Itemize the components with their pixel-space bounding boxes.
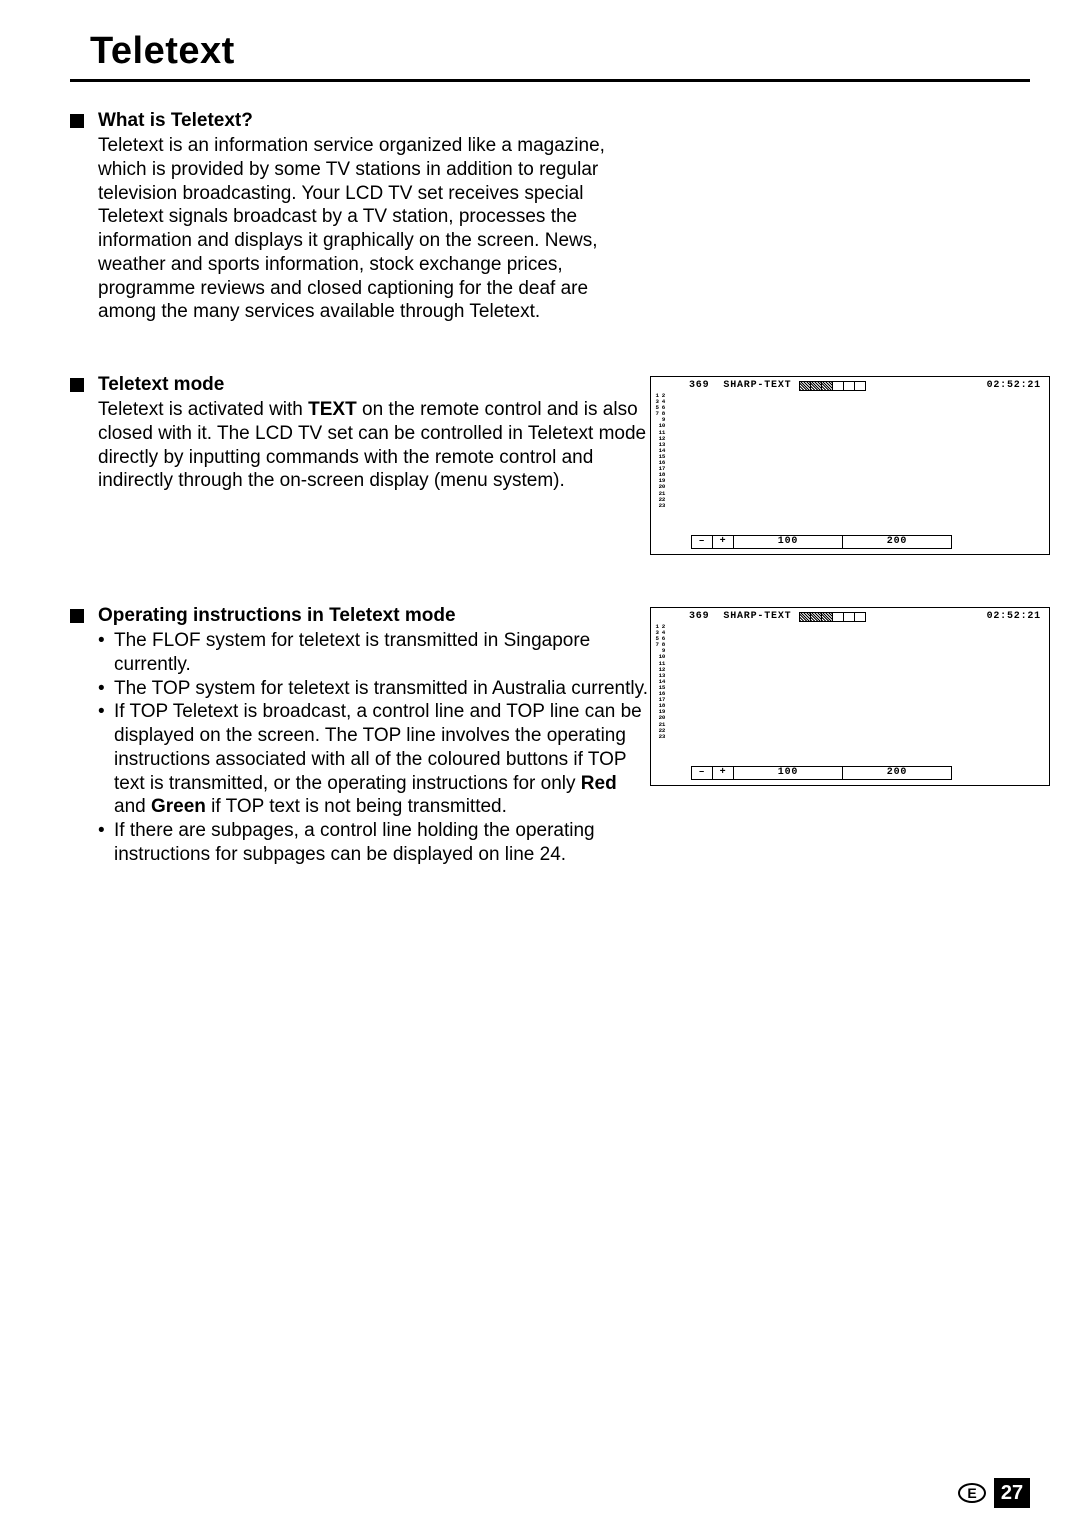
section-operating-instructions: Operating instructions in Teletext mode …: [70, 605, 1030, 867]
list-item: • If there are subpages, a control line …: [98, 819, 650, 867]
list-text: If there are subpages, a control line ho…: [114, 819, 650, 867]
teletext-screen-diagram: 369 SHARP-TEXT 02:52:21 1 2 3 4 5 6 7 8 …: [650, 607, 1050, 786]
teletext-body: 1 2 3 4 5 6 7 8 9 10 11 12 13 14 15 16 1…: [651, 624, 1049, 764]
page-footer: E 27: [958, 1478, 1030, 1508]
footer-cell-200: 200: [842, 535, 952, 549]
bullet-square-icon: [70, 378, 84, 392]
bullet-square-icon: [70, 114, 84, 128]
bullet-dot-icon: •: [98, 700, 114, 819]
list-text: The TOP system for teletext is transmitt…: [114, 677, 650, 701]
teletext-page-number: 369: [689, 381, 709, 391]
footer-cell-plus: +: [712, 535, 734, 549]
teletext-bars: [799, 612, 865, 622]
teletext-line-numbers: 1 2 3 4 5 6 7 8 9 10 11 12 13 14 15 16 1…: [655, 393, 665, 509]
teletext-header: 369 SHARP-TEXT 02:52:21: [651, 608, 1049, 624]
teletext-screen-diagram: 369 SHARP-TEXT 02:52:21 1 2 3 4 5 6 7 8 …: [650, 376, 1050, 555]
teletext-bars: [799, 381, 865, 391]
teletext-footer: – + 100 200: [651, 533, 1049, 554]
list-item: • If TOP Teletext is broadcast, a contro…: [98, 700, 650, 819]
list-item: • The TOP system for teletext is transmi…: [98, 677, 650, 701]
section-what-is-teletext: What is Teletext? Teletext is an informa…: [70, 110, 1030, 324]
page-title: Teletext: [70, 30, 1030, 73]
teletext-footer: – + 100 200: [651, 764, 1049, 785]
teletext-time: 02:52:21: [987, 612, 1041, 622]
list-text-part: if TOP text is not being transmitted.: [206, 796, 507, 817]
footer-cell-100: 100: [733, 535, 843, 549]
section-body: Teletext is activated with TEXT on the r…: [70, 398, 650, 493]
section-heading: Operating instructions in Teletext mode: [98, 605, 456, 627]
bullet-dot-icon: •: [98, 819, 114, 867]
bar-icon: [854, 612, 866, 622]
list-text-bold: Red: [581, 773, 617, 794]
section-teletext-mode: Teletext mode Teletext is activated with…: [70, 374, 1030, 555]
bullet-dot-icon: •: [98, 629, 114, 677]
bar-icon: [854, 381, 866, 391]
teletext-time: 02:52:21: [987, 381, 1041, 391]
teletext-line-numbers: 1 2 3 4 5 6 7 8 9 10 11 12 13 14 15 16 1…: [655, 624, 665, 740]
teletext-page-number: 369: [689, 612, 709, 622]
list-text-part: If TOP Teletext is broadcast, a control …: [114, 701, 642, 793]
bullet-list: • The FLOF system for teletext is transm…: [70, 629, 650, 867]
section-heading: What is Teletext?: [98, 110, 253, 132]
section-heading: Teletext mode: [98, 374, 224, 396]
footer-cell-plus: +: [712, 766, 734, 780]
list-item: • The FLOF system for teletext is transm…: [98, 629, 650, 677]
body-text-part: Teletext is activated with: [98, 399, 308, 420]
teletext-header: 369 SHARP-TEXT 02:52:21: [651, 377, 1049, 393]
list-text-part: and: [114, 796, 151, 817]
teletext-label: SHARP-TEXT: [723, 381, 791, 391]
teletext-body: 1 2 3 4 5 6 7 8 9 10 11 12 13 14 15 16 1…: [651, 393, 1049, 533]
footer-cell-minus: –: [691, 766, 713, 780]
list-text: The FLOF system for teletext is transmit…: [114, 629, 650, 677]
title-bar: Teletext: [70, 30, 1030, 82]
bullet-square-icon: [70, 609, 84, 623]
footer-cell-100: 100: [733, 766, 843, 780]
list-text: If TOP Teletext is broadcast, a control …: [114, 700, 650, 819]
document-page: Teletext What is Teletext? Teletext is a…: [0, 0, 1080, 1534]
section-body: Teletext is an information service organ…: [70, 134, 650, 324]
bullet-dot-icon: •: [98, 677, 114, 701]
teletext-label: SHARP-TEXT: [723, 612, 791, 622]
footer-cell-minus: –: [691, 535, 713, 549]
body-text-bold: TEXT: [308, 399, 357, 420]
footer-language-badge: E: [958, 1483, 986, 1503]
footer-cell-200: 200: [842, 766, 952, 780]
list-text-bold: Green: [151, 796, 206, 817]
footer-page-number: 27: [994, 1478, 1030, 1508]
